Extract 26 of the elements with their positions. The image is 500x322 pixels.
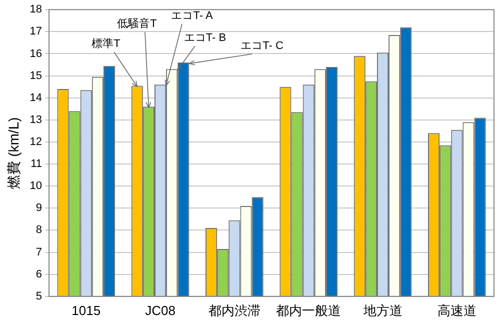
x-tick-label: 都内渋滞 (208, 302, 260, 318)
text: エコT- C (240, 40, 284, 52)
y-tick-label: 6 (36, 268, 42, 280)
y-tick-label: 17 (30, 26, 42, 38)
y-tick-label: 14 (30, 92, 42, 104)
y-tick-label: 18 (30, 4, 42, 16)
y-tick-label: 12 (30, 136, 42, 148)
y-tick-label: 7 (36, 246, 42, 258)
x-tick-label: 都内一般道 (276, 302, 342, 318)
text: エコT- B (184, 32, 226, 44)
y-tick-label: 13 (30, 114, 42, 126)
x-tick-label: 高速道 (437, 302, 476, 318)
x-tick-label: JC08 (145, 302, 176, 318)
y-tick-label: 11 (30, 158, 42, 170)
y-tick-label: 15 (30, 70, 42, 82)
y-tick-label: 8 (36, 224, 42, 236)
x-tick-label: 1015 (72, 302, 101, 318)
text: 標準T (92, 38, 121, 50)
y-tick-label: 16 (30, 48, 42, 60)
text: 低騒音T (117, 17, 158, 30)
y-tick-label: 5 (36, 290, 42, 302)
x-tick-label: 地方道 (362, 302, 402, 318)
y-tick-label: 9 (36, 202, 42, 214)
y-axis-title: 燃費 (km/L) (5, 117, 22, 189)
y-tick-label: 10 (30, 180, 42, 192)
text: エコT- A (171, 10, 214, 22)
